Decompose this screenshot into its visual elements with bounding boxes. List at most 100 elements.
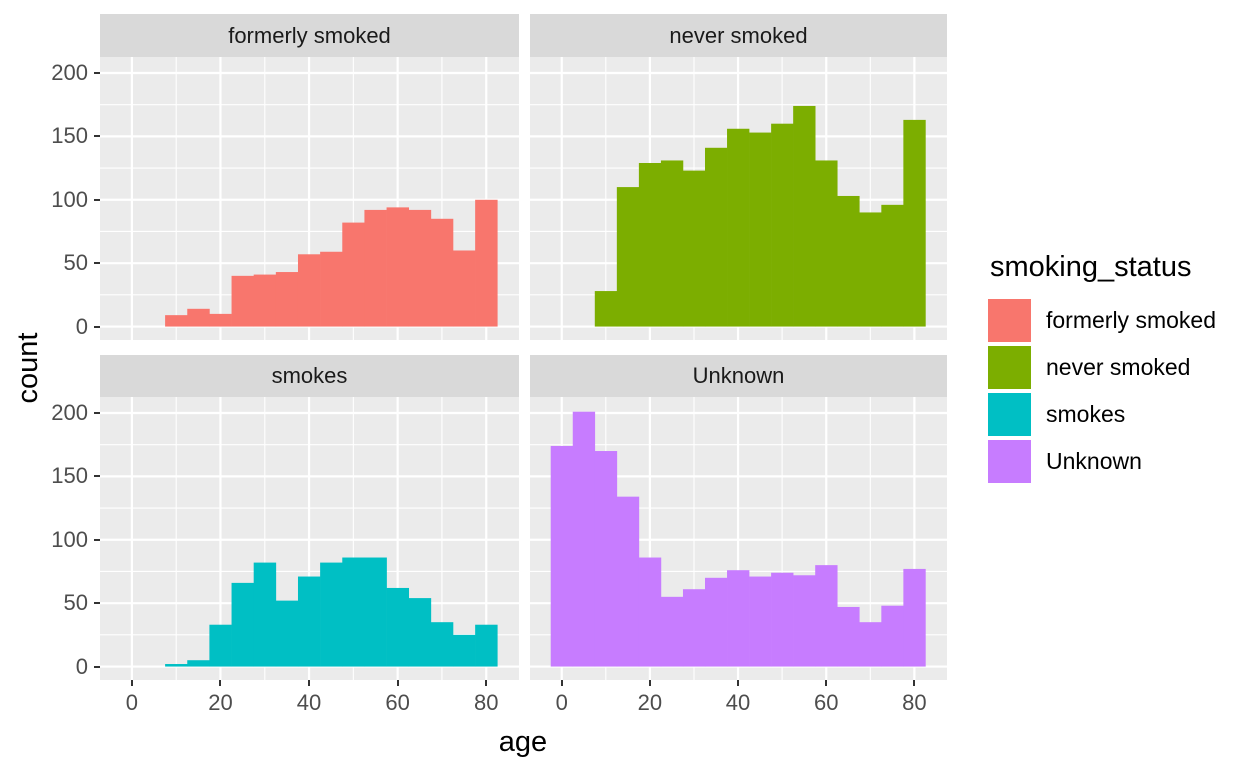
x-tick-mark: [648, 680, 651, 686]
y-tick-mark: [94, 411, 100, 414]
legend-key-swatch: [988, 440, 1031, 483]
legend-item: never smoked: [988, 346, 1238, 389]
y-tick-mark: [94, 665, 100, 668]
histogram-bar: [594, 451, 618, 667]
histogram-bar: [253, 274, 277, 327]
histogram-bar: [275, 600, 299, 667]
histogram-bar: [638, 557, 662, 667]
histogram-bar: [475, 199, 498, 327]
histogram-bar: [408, 209, 432, 327]
x-tick-mark: [485, 680, 488, 686]
histogram-bar: [837, 195, 860, 327]
histogram-bar: [616, 496, 640, 667]
histogram-bar: [320, 562, 343, 667]
histogram-bar: [749, 132, 772, 327]
histogram-bar: [550, 445, 574, 667]
facet-panel-never-smoked: [530, 57, 947, 340]
histogram-bar: [594, 291, 618, 327]
histogram-bar: [793, 575, 816, 667]
histogram-bar: [660, 160, 684, 327]
histogram-bar: [165, 664, 188, 667]
x-tick-label: 80: [902, 690, 927, 715]
histogram-bar: [297, 576, 321, 667]
histogram-bar: [859, 212, 882, 327]
histogram-bar: [682, 589, 706, 667]
x-axis-title: age: [498, 726, 548, 758]
y-tick-label: 150: [51, 463, 88, 489]
y-tick-mark: [94, 475, 100, 478]
x-tick-label: 40: [296, 690, 322, 715]
histogram-bar: [342, 222, 365, 327]
y-tick-mark: [94, 262, 100, 265]
histogram-bar: [231, 275, 254, 327]
histogram-bar: [342, 557, 365, 667]
y-tick-mark: [94, 198, 100, 201]
facet-strip-label: smokes: [271, 363, 348, 388]
legend-key-swatch: [988, 299, 1031, 342]
legend: smoking_status formerly smoked never smo…: [988, 251, 1238, 487]
histogram-bar: [187, 308, 210, 327]
histogram-bar: [859, 622, 882, 667]
y-tick-label: 100: [51, 186, 88, 212]
x-tick-label: 40: [725, 690, 751, 715]
histogram-bar: [749, 576, 772, 667]
y-axis-title: count: [12, 332, 44, 404]
x-tick-label: 80: [473, 690, 499, 715]
x-tick-mark: [737, 680, 740, 686]
histogram-bar: [572, 411, 596, 667]
histogram-bar: [408, 598, 432, 667]
y-tick-label: 0: [75, 313, 88, 339]
histogram-bar: [903, 568, 926, 667]
histogram-bar: [727, 128, 750, 327]
facet-panel-smokes: [100, 397, 519, 680]
histogram-bar: [453, 250, 476, 327]
histogram-bar: [430, 622, 454, 667]
legend-item-label: smokes: [1046, 401, 1126, 427]
x-tick-label: 60: [385, 690, 410, 715]
histogram-bar: [386, 587, 410, 667]
histogram-bar: [297, 254, 321, 327]
x-tick-label: 0: [555, 690, 568, 715]
y-tick-mark: [94, 538, 100, 541]
histogram-bar: [253, 562, 277, 667]
histogram-bar: [837, 606, 860, 667]
histogram-bar: [209, 624, 232, 667]
histogram-bar: [660, 596, 684, 667]
y-tick-mark: [94, 325, 100, 328]
facet-strip-smokes: smokes: [100, 355, 519, 397]
histogram-bar: [430, 218, 454, 327]
histogram-bar: [386, 207, 410, 327]
histogram-bar: [727, 570, 750, 667]
x-tick-mark: [130, 680, 133, 686]
histogram-bar: [453, 634, 476, 667]
x-tick-label: 0: [125, 690, 138, 715]
y-tick-mark: [94, 71, 100, 74]
histogram-bar: [704, 147, 728, 327]
legend-item-label: formerly smoked: [1046, 307, 1216, 333]
facet-strip-formerly-smoked: formerly smoked: [100, 14, 519, 57]
y-tick-label: 0: [75, 653, 88, 679]
y-tick-mark: [94, 135, 100, 138]
facet-strip-never-smoked: never smoked: [530, 14, 947, 57]
legend-item: formerly smoked: [988, 299, 1238, 342]
x-tick-mark: [219, 680, 222, 686]
histogram-bar: [616, 187, 640, 327]
histogram-bar: [320, 251, 343, 327]
facet-strip-unknown: Unknown: [530, 355, 947, 397]
histogram-bar: [187, 660, 210, 667]
histogram-bar: [881, 204, 904, 327]
y-tick-label: 200: [51, 59, 88, 85]
legend-key-swatch: [988, 393, 1031, 436]
histogram-bar: [364, 209, 387, 327]
histogram-bar: [771, 572, 794, 667]
legend-title: smoking_status: [990, 251, 1192, 283]
histogram-bar: [815, 160, 838, 327]
x-tick-label: 20: [208, 690, 233, 715]
y-tick-label: 100: [51, 526, 88, 552]
facet-strip-label: never smoked: [669, 22, 808, 48]
histogram-bar: [165, 315, 188, 327]
facet-strip-label: formerly smoked: [228, 22, 391, 48]
facet-strip-label: Unknown: [692, 363, 785, 388]
x-tick-mark: [396, 680, 399, 686]
